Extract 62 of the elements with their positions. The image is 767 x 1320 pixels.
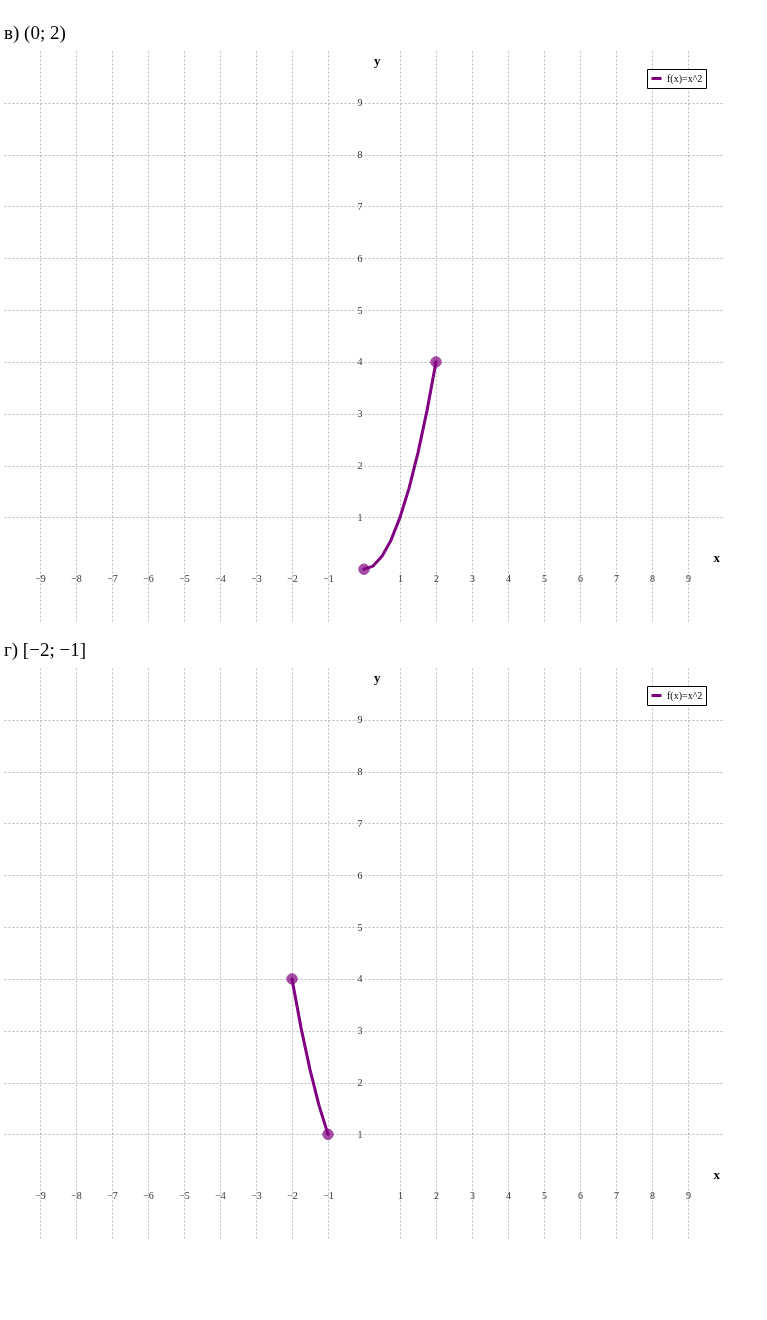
- y-tick-label: 9: [357, 714, 363, 726]
- y-tick-label: 5: [357, 304, 363, 316]
- y-tick-label: 6: [357, 252, 363, 264]
- x-tick-label: 1: [398, 1189, 403, 1201]
- y-tick-label: 8: [357, 149, 363, 161]
- x-tick-label: 5: [542, 572, 547, 584]
- x-tick-label: −8: [71, 572, 82, 584]
- legend-label: f(x)=x^2: [667, 689, 703, 702]
- x-tick-label: 2: [434, 572, 439, 584]
- x-tick-label: 4: [506, 572, 511, 584]
- y-tick-label: 9: [357, 97, 363, 109]
- y-tick-label: 1: [357, 1128, 363, 1140]
- x-tick-label: −9: [35, 1189, 46, 1201]
- x-axis-title: x: [713, 1167, 721, 1183]
- y-tick-label: 5: [357, 921, 363, 933]
- x-tick-label: −7: [107, 1189, 118, 1201]
- x-tick-label: 3: [470, 1189, 475, 1201]
- x-tick-label: −8: [71, 1189, 82, 1201]
- y-tick-label: 4: [357, 356, 363, 368]
- y-axis-title: y: [374, 670, 381, 685]
- legend-label: f(x)=x^2: [667, 72, 703, 85]
- x-tick-label: −6: [143, 572, 154, 584]
- x-tick-label: 3: [470, 572, 475, 584]
- x-tick-label: −7: [107, 572, 118, 584]
- y-tick-label: 7: [357, 200, 363, 212]
- y-tick-label: 1: [357, 511, 363, 523]
- x-tick-label: −3: [251, 1189, 262, 1201]
- y-tick-label: 7: [357, 817, 363, 829]
- x-tick-label: −4: [215, 1189, 226, 1201]
- x-tick-label: −9: [35, 572, 46, 584]
- y-axis-title: y: [374, 53, 381, 68]
- x-tick-label: 7: [614, 572, 619, 584]
- x-tick-label: −5: [179, 572, 190, 584]
- x-tick-label: 5: [542, 1189, 547, 1201]
- x-tick-label: −2: [287, 1189, 298, 1201]
- x-axis-title: x: [713, 550, 721, 566]
- x-tick-label: −1: [323, 572, 334, 584]
- x-tick-label: 7: [614, 1189, 619, 1201]
- x-tick-label: −1: [323, 1189, 334, 1201]
- y-tick-label: 8: [357, 766, 363, 778]
- x-tick-label: 8: [650, 572, 655, 584]
- chart-title: г) [−2; −1]: [4, 639, 86, 661]
- y-tick-label: 2: [357, 1077, 363, 1089]
- x-tick-label: 8: [650, 1189, 655, 1201]
- x-tick-label: −2: [287, 572, 298, 584]
- y-tick-label: 3: [357, 1025, 363, 1037]
- y-tick-label: 2: [357, 460, 363, 472]
- x-tick-label: 4: [506, 1189, 511, 1201]
- chart-title: в) (0; 2): [4, 22, 66, 44]
- y-tick-label: 3: [357, 408, 363, 420]
- x-tick-label: 6: [578, 572, 583, 584]
- x-tick-label: 9: [686, 572, 691, 584]
- x-tick-label: 6: [578, 1189, 583, 1201]
- x-tick-label: −6: [143, 1189, 154, 1201]
- x-tick-label: −5: [179, 1189, 190, 1201]
- y-tick-label: 6: [357, 869, 363, 881]
- x-tick-label: −4: [215, 572, 226, 584]
- x-tick-label: −3: [251, 572, 262, 584]
- y-tick-label: 4: [357, 973, 363, 985]
- x-tick-label: 1: [398, 572, 403, 584]
- x-tick-label: 2: [434, 1189, 439, 1201]
- x-tick-label: 9: [686, 1189, 691, 1201]
